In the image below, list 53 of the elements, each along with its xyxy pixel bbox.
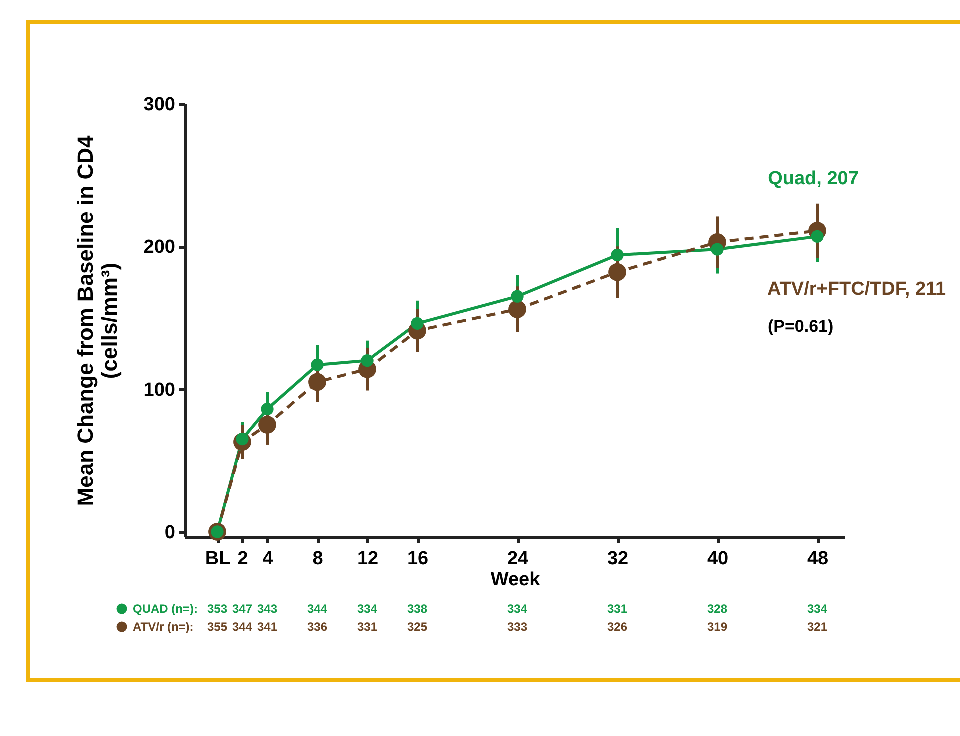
point bbox=[308, 373, 326, 392]
text: 334 bbox=[807, 602, 828, 616]
point bbox=[608, 263, 626, 282]
y-tick-label: 0 bbox=[164, 522, 176, 544]
point bbox=[311, 358, 324, 372]
point bbox=[511, 290, 524, 303]
x-tick-label: BL bbox=[205, 548, 232, 570]
text: 321 bbox=[807, 620, 828, 634]
text: 331 bbox=[357, 620, 378, 634]
text: 343 bbox=[257, 602, 278, 616]
text: 328 bbox=[707, 602, 728, 616]
annotation: (P=0.61) bbox=[768, 317, 834, 336]
text: Quad, 207 bbox=[768, 168, 859, 190]
text: ATV/r+FTC/TDF, 211 bbox=[768, 278, 947, 300]
x-tick-label: 4 bbox=[262, 548, 274, 570]
text: 341 bbox=[257, 620, 278, 634]
x-tick-label: 40 bbox=[707, 548, 729, 570]
y-tick-label: 200 bbox=[144, 237, 176, 258]
text: 319 bbox=[707, 620, 728, 634]
text: 325 bbox=[407, 620, 428, 634]
text: 355 bbox=[207, 620, 228, 634]
text: 334 bbox=[357, 602, 378, 616]
text: 347 bbox=[232, 602, 253, 616]
y-axis-title: Mean Change from Baseline in CD4 (cells/mm³) bbox=[72, 135, 122, 506]
x-tick-label: 12 bbox=[357, 548, 379, 570]
text: 338 bbox=[407, 602, 428, 616]
x-tick-label: 32 bbox=[607, 548, 629, 570]
text: 344 bbox=[307, 602, 328, 616]
x-tick-label: 2 bbox=[238, 548, 248, 570]
point bbox=[508, 300, 526, 318]
text: 326 bbox=[607, 620, 628, 634]
x-tick-label: 24 bbox=[507, 548, 529, 570]
point bbox=[711, 243, 724, 256]
point bbox=[261, 403, 274, 416]
text: 353 bbox=[207, 602, 228, 616]
x-axis-title: Week bbox=[490, 570, 541, 590]
text: ATV/r (n=): bbox=[133, 620, 194, 634]
point bbox=[411, 317, 424, 330]
text: QUAD (n=): bbox=[133, 602, 198, 616]
point bbox=[258, 416, 276, 434]
text: 344 bbox=[232, 620, 253, 634]
y-tick-label: 100 bbox=[144, 380, 176, 401]
x-tick-label: 48 bbox=[807, 548, 829, 570]
point bbox=[361, 354, 374, 368]
x-tick-label: 16 bbox=[407, 548, 429, 570]
text: 333 bbox=[507, 620, 528, 634]
text: 334 bbox=[507, 602, 528, 616]
y-tick-label: 300 bbox=[144, 94, 176, 116]
text: 331 bbox=[607, 602, 628, 616]
text: 336 bbox=[307, 620, 328, 634]
x-tick-label: 8 bbox=[312, 548, 324, 570]
point bbox=[811, 230, 824, 243]
point bbox=[611, 248, 624, 262]
